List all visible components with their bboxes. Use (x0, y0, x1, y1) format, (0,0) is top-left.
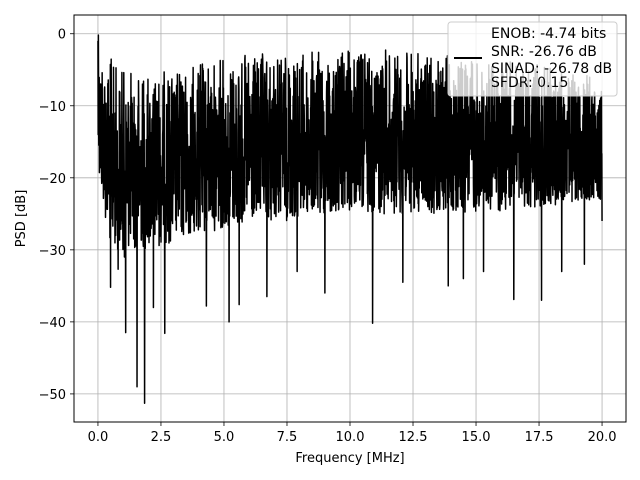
y-tick-label: −10 (39, 100, 66, 115)
x-axis-label: Frequency [MHz] (295, 451, 404, 466)
y-tick-label: −30 (39, 244, 66, 259)
x-tick-label: 17.5 (525, 430, 554, 445)
legend: ENOB: -4.74 bits SNR: -26.76 dB SINAD: -… (447, 21, 618, 97)
y-tick-label: 0 (58, 28, 66, 43)
legend-snr: SNR: -26.76 dB (491, 44, 597, 60)
legend-enob: ENOB: -4.74 bits (491, 26, 606, 42)
x-tick-label: 7.5 (277, 430, 298, 445)
data-layer (97, 34, 603, 405)
y-axis-label: PSD [dB] (14, 190, 29, 248)
legend-sfdr: SFDR: 0.15 (491, 75, 568, 91)
x-tick-label: 0.0 (88, 430, 109, 445)
ticks: 0.0 2.5 5.0 7.5 10.0 12.5 15.0 17.5 20.0 0 −10 −20 −… (39, 28, 617, 445)
x-tick-label: 2.5 (151, 430, 172, 445)
x-tick-label: 12.5 (399, 430, 428, 445)
x-tick-label: 5.0 (214, 430, 235, 445)
legend-box (447, 21, 618, 97)
psd-series-line (97, 34, 603, 405)
x-tick-label: 10.0 (336, 430, 365, 445)
x-tick-label: 15.0 (462, 430, 491, 445)
legend-sinad: SINAD: -26.78 dB (491, 61, 612, 77)
y-tick-label: −20 (39, 172, 66, 187)
y-tick-label: −50 (39, 388, 66, 403)
x-tick-label: 20.0 (588, 430, 617, 445)
y-tick-label: −40 (39, 316, 66, 331)
